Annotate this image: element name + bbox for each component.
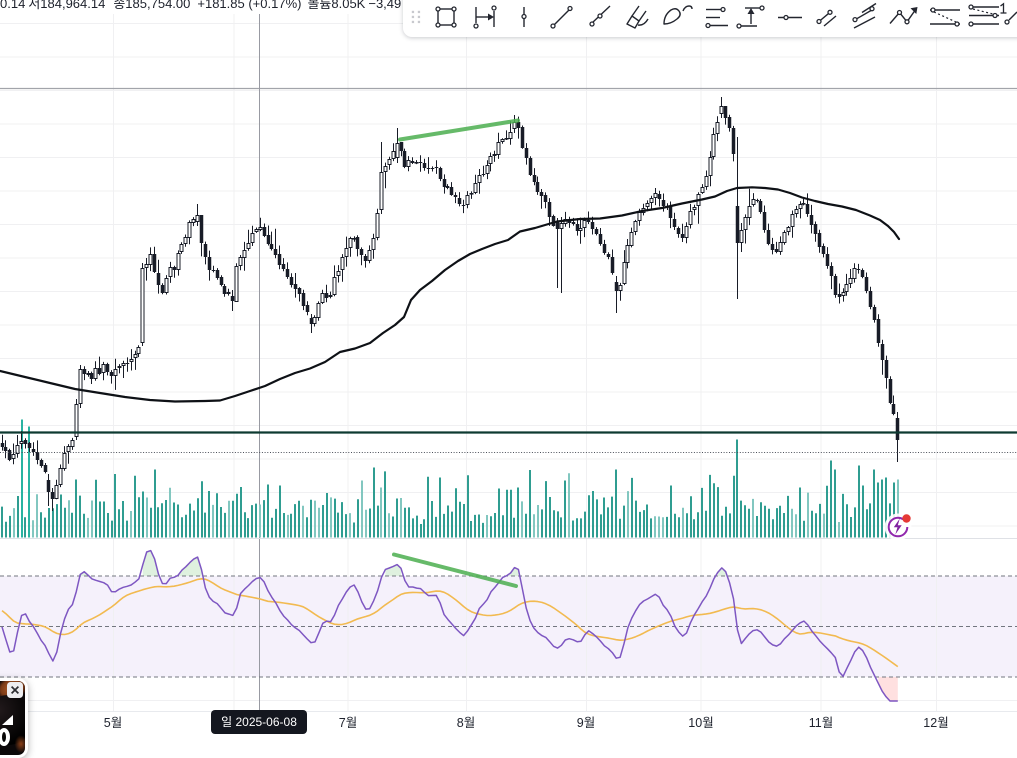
svg-text:8월: 8월 <box>457 716 475 730</box>
svg-text:11월: 11월 <box>809 716 833 730</box>
svg-text:12월: 12월 <box>923 716 948 730</box>
svg-text:7월: 7월 <box>339 716 357 730</box>
svg-text:9월: 9월 <box>577 716 595 730</box>
svg-text:5월: 5월 <box>104 716 122 730</box>
svg-text:10월: 10월 <box>688 716 713 730</box>
